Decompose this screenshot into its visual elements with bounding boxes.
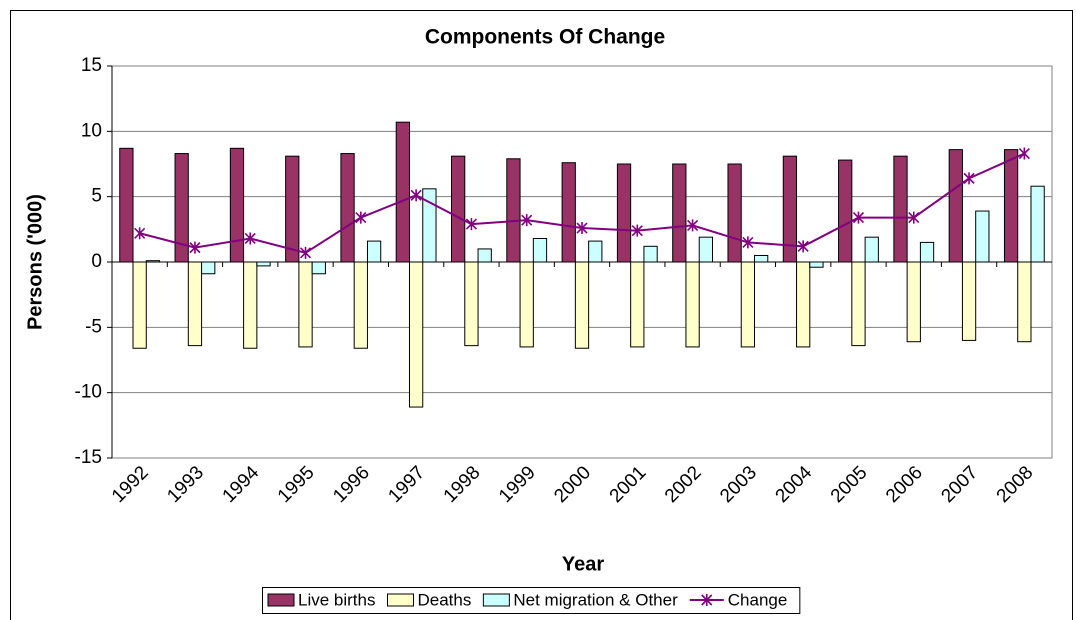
bar <box>864 236 879 263</box>
legend-label: Live births <box>298 590 375 609</box>
bar <box>838 159 853 263</box>
marker <box>189 241 201 254</box>
marker <box>410 189 422 202</box>
bar <box>187 261 203 347</box>
bar <box>727 163 742 263</box>
y-tick-label: 10 <box>81 120 102 141</box>
bar <box>1017 261 1032 343</box>
bar <box>809 261 824 268</box>
marker <box>852 211 865 224</box>
y-tick-label: 15 <box>81 55 102 76</box>
bar <box>519 261 534 348</box>
bar <box>256 261 271 267</box>
bar <box>532 237 548 263</box>
bar <box>340 153 355 263</box>
y-tick-label: -5 <box>85 316 102 337</box>
y-tick-label: 5 <box>91 186 102 207</box>
marker <box>576 222 588 235</box>
y-tick-label: -10 <box>75 382 102 403</box>
bar <box>1003 149 1019 263</box>
bar <box>588 240 603 263</box>
bar <box>630 261 645 348</box>
marker <box>299 246 312 259</box>
y-axis-title: Persons ('000) <box>24 194 46 330</box>
bar <box>477 248 492 263</box>
marker <box>521 214 533 227</box>
bar <box>616 163 632 263</box>
bar <box>975 210 990 263</box>
bar <box>948 149 963 263</box>
y-tick-label: 0 <box>91 251 102 272</box>
chart-title: Components Of Change <box>425 26 665 49</box>
marker <box>742 236 754 249</box>
bar <box>451 155 466 263</box>
bar <box>132 261 147 349</box>
bar <box>174 153 189 263</box>
bar <box>961 261 977 341</box>
y-tick-label: -15 <box>75 447 102 468</box>
bar <box>229 147 245 263</box>
bar <box>408 261 424 408</box>
bar <box>366 240 382 263</box>
bar <box>201 261 216 275</box>
marker <box>908 211 920 224</box>
bar <box>893 155 908 263</box>
legend: Live births Deaths Net migration & Other Ch… <box>262 587 801 614</box>
bar <box>561 162 576 263</box>
marker <box>244 232 256 245</box>
legend-swatch <box>386 593 414 607</box>
marker <box>631 224 643 237</box>
legend-label: Change <box>728 590 788 609</box>
bar <box>672 163 687 263</box>
marker <box>797 240 809 253</box>
bar <box>422 188 437 263</box>
marker <box>963 172 975 185</box>
marker <box>355 211 367 224</box>
bar <box>782 155 798 263</box>
bar <box>119 147 134 263</box>
bar <box>851 261 866 347</box>
legend-marker <box>701 594 713 606</box>
bar <box>353 261 368 349</box>
bar <box>298 261 313 348</box>
bar <box>1030 185 1045 263</box>
bar <box>464 261 479 347</box>
bar <box>311 261 326 275</box>
legend-swatch <box>267 593 295 607</box>
legend-swatch <box>482 593 510 607</box>
marker <box>1018 147 1030 160</box>
legend-label: Deaths <box>417 590 471 609</box>
marker <box>465 218 477 231</box>
bar <box>906 261 921 343</box>
bar <box>285 155 300 263</box>
bar <box>754 254 769 263</box>
x-axis-title: Year <box>562 553 604 575</box>
bar <box>395 121 410 263</box>
bar <box>685 261 700 348</box>
marker <box>687 219 699 232</box>
marker <box>134 227 146 240</box>
bar <box>506 158 521 263</box>
bar <box>243 261 258 349</box>
bar <box>643 245 658 263</box>
bar <box>145 260 161 263</box>
legend-label: Net migration & Other <box>513 590 678 609</box>
bar <box>574 261 590 349</box>
bar <box>740 261 756 348</box>
bar <box>919 241 935 263</box>
bar <box>796 261 811 348</box>
bar <box>698 236 713 263</box>
